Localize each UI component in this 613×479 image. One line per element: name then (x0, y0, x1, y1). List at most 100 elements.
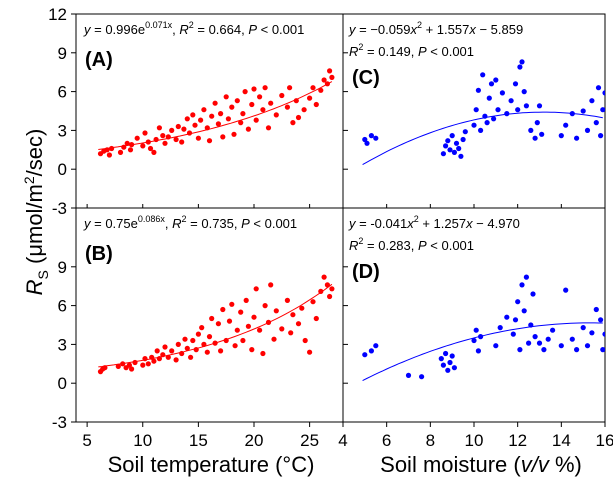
data-point (268, 282, 274, 288)
equation-body: = 0.996e (91, 22, 146, 37)
data-point (313, 101, 319, 108)
data-point (121, 144, 127, 150)
data-point (190, 112, 196, 118)
data-point (600, 347, 605, 353)
data-point (364, 140, 370, 146)
data-point (249, 101, 255, 108)
data-point (184, 345, 190, 351)
data-point (488, 81, 495, 87)
equation-y: y (83, 22, 92, 37)
x-tick-label: 4 (338, 431, 347, 450)
data-point (419, 374, 425, 380)
data-point (284, 297, 290, 303)
data-point (262, 85, 268, 91)
data-point (478, 334, 484, 340)
data-point (580, 325, 586, 331)
data-point (195, 331, 201, 337)
equation-p-value: < 0.001 (250, 216, 297, 231)
data-point (574, 135, 580, 141)
data-point (473, 327, 479, 333)
data-point (245, 126, 251, 132)
data-point (293, 98, 299, 104)
y-tick-label: 6 (58, 83, 67, 102)
equation-text: y = 0.996e0.071x, R2 = 0.664, P < 0.001 (83, 20, 304, 37)
data-point (209, 315, 215, 322)
data-point (124, 140, 130, 146)
data-point (362, 352, 368, 358)
data-point (215, 121, 221, 127)
data-point (595, 85, 602, 91)
y-axis-label-subscript: S (35, 270, 51, 279)
data-point (115, 363, 121, 369)
equation-line-1: y = -0.041x2 + 1.257x − 4.970 (348, 214, 520, 231)
equation-p: P (241, 216, 250, 231)
y-axis-label-unit: (μmol/m (22, 184, 47, 270)
equation-r-value: = 0.735, (187, 216, 242, 231)
data-point (249, 347, 255, 353)
data-point (257, 94, 263, 100)
data-point (541, 347, 547, 353)
data-point (307, 95, 313, 101)
data-point (530, 291, 536, 297)
panel-label: (B) (85, 243, 113, 265)
data-point (458, 153, 464, 159)
data-point (273, 308, 279, 314)
data-point (600, 107, 605, 113)
x-tick-label: 10 (465, 431, 484, 450)
equation-x: x (468, 22, 476, 37)
y-tick-label: 3 (58, 335, 67, 354)
data-point (574, 347, 580, 353)
data-point (443, 143, 449, 149)
data-point (497, 325, 503, 331)
data-point (109, 145, 115, 152)
equation-line-2: R2 = 0.149, P < 0.001 (349, 42, 474, 59)
equation-x: x (406, 216, 414, 231)
x-axis-label-left: Soil temperature (°C) (108, 452, 315, 477)
equation-p-value: < 0.001 (427, 44, 474, 59)
data-point (602, 90, 605, 96)
data-point (327, 293, 333, 300)
data-point (539, 131, 545, 137)
data-point (145, 139, 151, 145)
data-point (589, 98, 595, 104)
equation-text: y = 0.75e0.086x, R2 = 0.735, P < 0.001 (83, 214, 297, 231)
data-point (536, 103, 543, 109)
data-point (484, 120, 490, 126)
data-layer (97, 68, 335, 158)
data-point (245, 323, 251, 329)
data-point (451, 365, 457, 371)
data-point (242, 89, 248, 95)
data-point (532, 135, 538, 141)
data-point (204, 125, 210, 131)
data-point (179, 350, 185, 357)
x-tick-label: 10 (133, 431, 152, 450)
data-point (302, 337, 308, 344)
x-axis-label-right-pre: Soil moisture ( (380, 452, 521, 477)
data-point (220, 306, 226, 313)
data-point (475, 87, 481, 93)
data-point (584, 343, 591, 349)
data-point (271, 336, 277, 342)
equation-p: P (418, 238, 427, 253)
data-point (299, 305, 305, 311)
x-tick-label: 14 (552, 431, 571, 450)
data-point (190, 337, 196, 344)
data-point (521, 308, 527, 314)
data-point (260, 350, 266, 357)
equation-y: y (83, 216, 92, 231)
data-point (510, 331, 516, 337)
data-point (493, 343, 499, 349)
data-point (218, 111, 224, 117)
equation-exponent: 0.071x (145, 20, 173, 30)
fit-curve (362, 322, 603, 382)
equation-y: y (348, 22, 357, 37)
data-point (532, 334, 538, 340)
data-point (238, 120, 244, 126)
data-point (447, 359, 453, 366)
data-point (251, 86, 257, 92)
equation-x: x (409, 22, 417, 37)
data-point (499, 90, 505, 96)
data-point (201, 341, 207, 347)
equation-coef-a: = -0.041 (356, 216, 408, 231)
